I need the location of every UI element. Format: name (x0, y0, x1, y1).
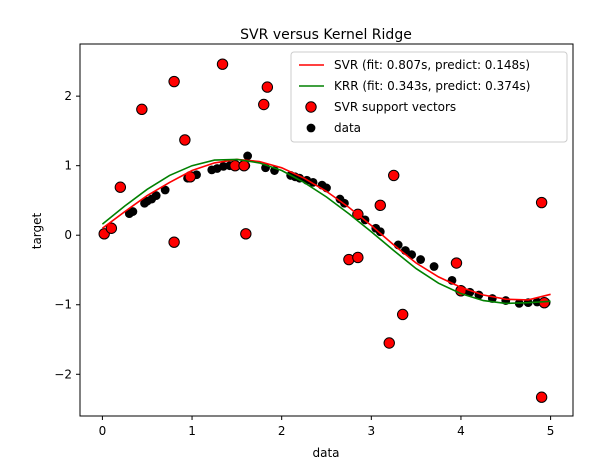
support-vector-point (383, 337, 395, 349)
data-point (151, 191, 161, 200)
legend: SVR (fit: 0.807s, predict: 0.148s) KRR (f… (290, 51, 568, 143)
y-tick-label: 2 (64, 89, 72, 103)
support-vector-point (114, 181, 127, 193)
data-point (429, 262, 439, 271)
support-vector-point (168, 236, 180, 248)
x-tick-label: 1 (188, 424, 196, 438)
support-vector-point (388, 169, 400, 182)
legend-entry-support-vectors-label: SVR support vectors (334, 100, 456, 114)
y-tick-label: −2 (54, 367, 72, 381)
legend-entry-svr-label: SVR (fit: 0.807s, predict: 0.148s) (334, 58, 530, 72)
support-vector-point (535, 196, 548, 209)
support-vector-point (450, 257, 463, 269)
x-tick-label: 0 (99, 424, 107, 438)
support-vector-point (352, 251, 364, 264)
support-vector-point (168, 75, 180, 88)
x-axis-label: data (312, 446, 339, 460)
legend-entry-data-label: data (334, 121, 361, 135)
support-vector-point (374, 199, 386, 212)
support-vector-point (258, 98, 270, 111)
x-tick-label: 3 (367, 424, 375, 438)
data-point (243, 151, 253, 161)
krr-prediction-line (101, 158, 551, 305)
axes-frame (79, 43, 574, 417)
y-axis-label: target (30, 212, 44, 249)
plot-area (98, 58, 551, 403)
support-vector-point (216, 58, 229, 70)
legend-entry-data-marker (306, 123, 316, 133)
data-point (128, 207, 138, 216)
support-vector-point (240, 228, 252, 240)
data-point (160, 185, 170, 195)
x-axis: 0 1 2 3 4 5 (99, 416, 555, 438)
svr-prediction-line (101, 158, 551, 301)
support-vector-point (105, 222, 118, 234)
support-vector-point (238, 159, 250, 172)
legend-entry-support-vectors-marker (305, 101, 317, 113)
legend-entry-krr-label: KRR (fit: 0.343s, predict: 0.374s) (334, 79, 530, 93)
x-tick-label: 5 (547, 424, 555, 438)
support-vector-point (535, 391, 548, 403)
support-vector-point (261, 81, 274, 93)
data-point (416, 255, 426, 264)
chart-title: SVR versus Kernel Ridge (240, 27, 412, 43)
y-tick-label: 0 (64, 228, 72, 242)
x-tick-label: 2 (278, 424, 286, 438)
y-axis: −2 −1 0 1 2 (54, 89, 80, 381)
y-tick-label: −1 (54, 298, 72, 312)
support-vector-point (179, 134, 191, 146)
support-vector-point (136, 103, 148, 116)
legend-box (290, 51, 568, 143)
y-tick-label: 1 (64, 159, 72, 173)
support-vector-point (396, 308, 409, 321)
data-point (375, 227, 385, 237)
x-tick-label: 4 (457, 424, 465, 438)
